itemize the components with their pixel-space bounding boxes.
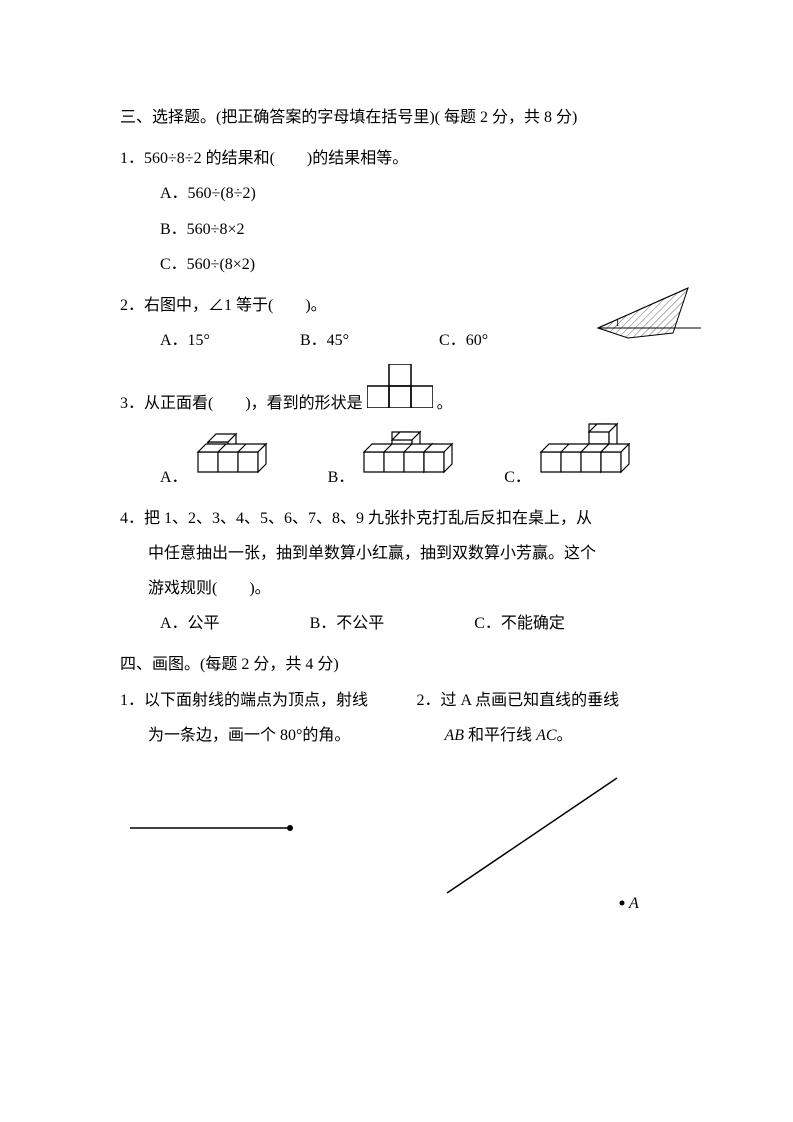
page: 三、选择题。(把正确答案的字母填在括号里)( 每题 2 分，共 8 分) 1．5… [0, 0, 793, 983]
q2: 2．右图中，∠1 等于( )。 1 A．15° B．45° C．6 [120, 288, 683, 358]
q4-line1: 4．把 1、2、3、4、5、6、7、8、9 九张扑克打乱后反扣在桌上，从 [120, 501, 683, 536]
q2-diagram: 1 [593, 278, 703, 361]
s4-q2-and: 和平行线 [464, 727, 536, 744]
q4-line3: 游戏规则( )。 [120, 571, 683, 606]
q3-opt-b-label: B． [328, 460, 355, 495]
q3-t-shape-icon [367, 364, 433, 421]
section3-title: 三、选择题。(把正确答案的字母填在括号里)( 每题 2 分，共 8 分) [120, 100, 683, 135]
q1-opt-c: C．560÷(8×2) [160, 247, 683, 282]
q3: 3．从正面看( )，看到的形状是 。 A． [120, 364, 683, 494]
q2-stem: 2．右图中，∠1 等于( )。 [120, 288, 327, 323]
s4-q2-period: 。 [557, 727, 573, 744]
section4-q1: 1．以下面射线的端点为顶点，射线 为一条边，画一个 80°的角。 [120, 683, 387, 923]
q3-opt-a: A． [160, 432, 288, 495]
q3-opt-c: C． [504, 422, 641, 495]
section4-q2: 2．过 A 点画已知直线的垂线 AB 和平行线 AC。 A [417, 683, 684, 923]
line-point-icon: A [417, 763, 677, 923]
q4-options: A．公平 B．不公平 C．不能确定 [160, 606, 683, 641]
q3-options: A． [160, 422, 683, 495]
q4-line2: 中任意抽出一张，抽到单数算小红赢，抽到双数算小芳赢。这个 [120, 536, 683, 571]
line-and-point-diagram: A [417, 763, 684, 923]
ray-icon [120, 813, 320, 843]
q4-opt-b: B．不公平 [310, 606, 385, 641]
q2-opt-b: B．45° [300, 323, 349, 358]
q1-options: A．560÷(8÷2) B．560÷8×2 C．560÷(8×2) [160, 176, 683, 282]
q3-opt-c-label: C． [504, 460, 531, 495]
ray-diagram [120, 813, 387, 856]
s4-q1-line2: 为一条边，画一个 80°的角。 [120, 718, 387, 753]
q2-opt-c: C．60° [439, 323, 488, 358]
q2-opt-a: A．15° [160, 323, 210, 358]
svg-text:1: 1 [615, 318, 620, 329]
s4-q1-line1: 1．以下面射线的端点为顶点，射线 [120, 683, 387, 718]
q3-opt-a-icon [188, 432, 288, 495]
q3-opt-c-icon [531, 422, 641, 495]
q1-stem: 1．560÷8÷2 的结果和( )的结果相等。 [120, 141, 683, 176]
q1: 1．560÷8÷2 的结果和( )的结果相等。 A．560÷(8÷2) B．56… [120, 141, 683, 282]
q4-opt-c: C．不能确定 [474, 606, 565, 641]
q3-opt-a-label: A． [160, 460, 188, 495]
point-a-label: A [628, 895, 639, 912]
angle-diagram-icon: 1 [593, 278, 703, 348]
s4-q2-line1: 2．过 A 点画已知直线的垂线 [417, 692, 620, 709]
q1-opt-b: B．560÷8×2 [160, 212, 683, 247]
q3-opt-b: B． [328, 427, 465, 495]
section4-title: 四、画图。(每题 2 分，共 4 分) [120, 647, 683, 682]
q3-stem-b: 。 [437, 386, 453, 421]
q4: 4．把 1、2、3、4、5、6、7、8、9 九张扑克打乱后反扣在桌上，从 中任意… [120, 501, 683, 642]
s4-q2-ac: AC [536, 727, 556, 744]
q3-stem-a: 3．从正面看( )，看到的形状是 [120, 386, 363, 421]
s4-q2-ab: AB [445, 727, 465, 744]
section4: 四、画图。(每题 2 分，共 4 分) 1．以下面射线的端点为顶点，射线 为一条… [120, 647, 683, 923]
q4-opt-a: A．公平 [160, 606, 220, 641]
q1-opt-a: A．560÷(8÷2) [160, 176, 683, 211]
q3-opt-b-icon [354, 427, 464, 495]
